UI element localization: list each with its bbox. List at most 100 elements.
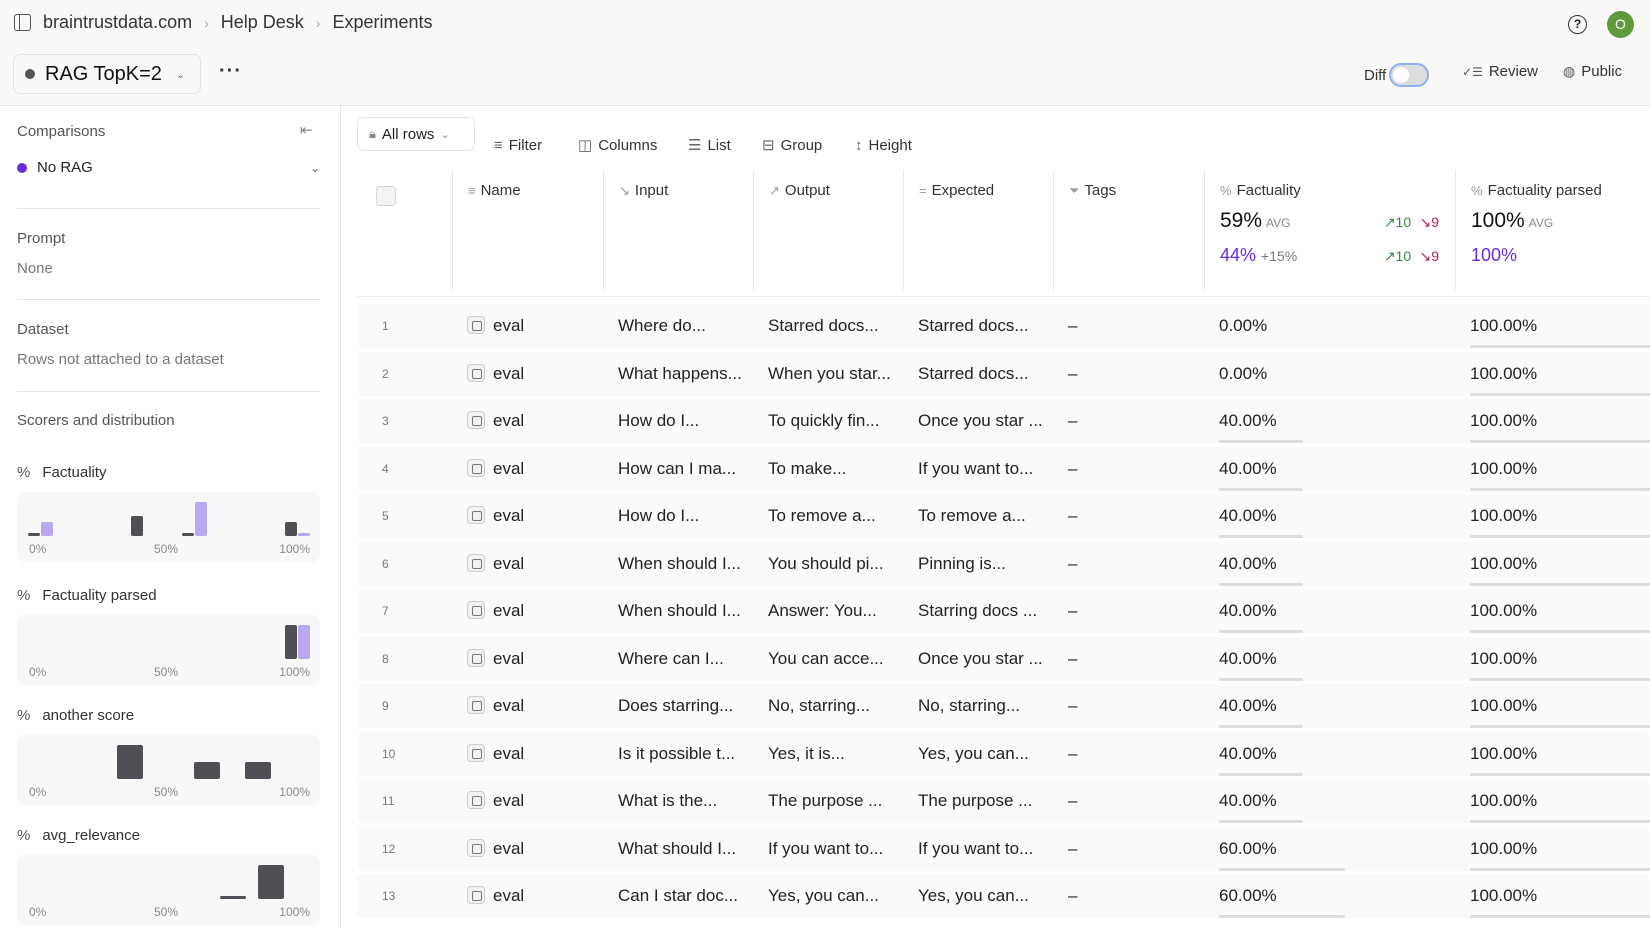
cell-output: To make... bbox=[768, 458, 847, 478]
histogram-bar-primary[interactable] bbox=[245, 762, 272, 779]
cell-expected: If you want to... bbox=[918, 838, 1034, 858]
score-histogram[interactable]: 0% 50% 100% bbox=[17, 492, 320, 562]
more-options-button[interactable]: ··· bbox=[219, 60, 242, 82]
collapse-sidebar-icon[interactable]: ⇤ bbox=[300, 122, 313, 139]
column-header-tags[interactable]: ⏷ Tags bbox=[1053, 170, 1204, 290]
breadcrumb-org[interactable]: braintrustdata.com bbox=[43, 12, 193, 32]
filter-button[interactable]: ≡ Filter bbox=[494, 133, 542, 157]
score-histogram[interactable]: 0% 50% 100% bbox=[17, 855, 320, 925]
row-checkbox[interactable] bbox=[467, 458, 485, 477]
cell-input: What is the... bbox=[618, 791, 718, 810]
comparison-selector[interactable]: No RAG ⌄ bbox=[17, 159, 320, 176]
cell-tags: – bbox=[1068, 411, 1078, 430]
column-header-input[interactable]: ↘ Input bbox=[603, 170, 753, 290]
cell-output: You should pi... bbox=[768, 553, 884, 573]
sidebar-toggle-icon[interactable] bbox=[14, 14, 31, 31]
table-row[interactable]: 1 eval Where do... Starred docs... Starred d… bbox=[357, 304, 1650, 348]
histogram-bar-comparison[interactable] bbox=[298, 533, 310, 536]
divider bbox=[17, 299, 320, 300]
all-rows-dropdown[interactable]: 🔒︎ All rows ⌄ bbox=[357, 117, 475, 151]
row-checkbox[interactable] bbox=[467, 743, 485, 762]
experiment-color-dot bbox=[25, 69, 35, 79]
row-checkbox[interactable] bbox=[467, 601, 485, 619]
table-row[interactable]: 6 eval When should I... You should pi... Pin… bbox=[357, 541, 1650, 586]
cell-tags: – bbox=[1068, 648, 1078, 668]
percent-icon: % bbox=[17, 707, 31, 724]
cell-expected: To remove a... bbox=[918, 506, 1026, 525]
row-checkbox[interactable] bbox=[467, 553, 485, 572]
score-histogram[interactable]: 0% 50% 100% bbox=[17, 615, 320, 685]
columns-label: Columns bbox=[598, 136, 658, 154]
row-checkbox[interactable] bbox=[467, 411, 485, 429]
breadcrumb-experiments[interactable]: Experiments bbox=[332, 12, 433, 32]
height-button[interactable]: ↕ Height bbox=[855, 133, 912, 157]
list-button[interactable]: ☰ List bbox=[688, 133, 731, 157]
histogram-bar-primary[interactable] bbox=[28, 533, 40, 536]
histogram-bar-comparison[interactable] bbox=[41, 522, 53, 536]
factuality-score-bar bbox=[1219, 867, 1345, 871]
help-icon[interactable]: ? bbox=[1568, 15, 1587, 34]
table-row[interactable]: 4 eval How can I ma... To make... If you wan… bbox=[357, 446, 1650, 491]
row-number: 13 bbox=[382, 889, 396, 903]
breadcrumb-project[interactable]: Help Desk bbox=[220, 12, 304, 32]
cell-expected: No, starring... bbox=[918, 696, 1021, 715]
histogram-bar-primary[interactable] bbox=[130, 515, 143, 536]
histogram-bar-comparison[interactable] bbox=[195, 502, 208, 536]
row-checkbox[interactable] bbox=[467, 886, 485, 904]
table-row[interactable]: 13 eval Can I star doc... Yes, you can... Ye… bbox=[357, 874, 1650, 918]
cell-tags: – bbox=[1068, 838, 1078, 858]
column-header-factuality-parsed[interactable]: % Factuality parsed 100% AVG 100% bbox=[1455, 170, 1650, 290]
columns-button[interactable]: ◫ Columns bbox=[578, 133, 657, 157]
table-row[interactable]: 11 eval What is the... The purpose ... The p… bbox=[357, 779, 1650, 823]
table-row[interactable]: 5 eval How do I... To remove a... To remove … bbox=[357, 494, 1650, 538]
avatar[interactable]: O bbox=[1607, 11, 1634, 38]
histogram-bar-primary[interactable] bbox=[116, 745, 143, 779]
scorer-title[interactable]: % another score bbox=[17, 707, 134, 724]
column-header-output[interactable]: ↗ Output bbox=[753, 170, 903, 290]
histogram-bar-primary[interactable] bbox=[194, 762, 221, 779]
experiment-selector[interactable]: RAG TopK=2 ⌄ bbox=[13, 54, 201, 94]
scorer-title[interactable]: % Factuality parsed bbox=[17, 587, 157, 604]
delta: +15% bbox=[1261, 248, 1298, 264]
cell-name: eval bbox=[493, 648, 525, 668]
histogram-bar-primary[interactable] bbox=[285, 625, 297, 659]
scorer-title[interactable]: % avg_relevance bbox=[17, 827, 140, 844]
cell-input: Can I star doc... bbox=[618, 886, 738, 905]
column-header-expected[interactable]: = Expected bbox=[903, 170, 1053, 290]
row-checkbox[interactable] bbox=[467, 696, 485, 714]
row-checkbox[interactable] bbox=[467, 648, 485, 667]
improvements-count[interactable]: ↗10 bbox=[1383, 248, 1412, 264]
column-header-name[interactable]: ≡ Name bbox=[452, 170, 603, 290]
scorer-title[interactable]: % Factuality bbox=[17, 464, 107, 481]
regressions-count[interactable]: ↘9 bbox=[1419, 214, 1439, 230]
row-checkbox[interactable] bbox=[467, 316, 485, 334]
select-all-checkbox[interactable] bbox=[376, 186, 396, 206]
table-row[interactable]: 12 eval What should I... If you want to... I… bbox=[357, 826, 1650, 871]
histogram-bar-primary[interactable] bbox=[258, 865, 285, 899]
score-histogram[interactable]: 0% 50% 100% bbox=[17, 735, 320, 805]
histogram-bar-primary[interactable] bbox=[285, 522, 297, 536]
row-checkbox[interactable] bbox=[467, 791, 485, 809]
cell-output: Starred docs... bbox=[768, 316, 879, 335]
improvements-count[interactable]: ↗10 bbox=[1383, 214, 1412, 230]
histogram-bar-comparison[interactable] bbox=[298, 625, 310, 659]
review-button[interactable]: ✓☰ Review bbox=[1462, 63, 1538, 80]
row-checkbox[interactable] bbox=[467, 506, 485, 524]
histogram-bar-primary[interactable] bbox=[219, 896, 246, 899]
table-row[interactable]: 9 eval Does starring... No, starring... No, … bbox=[357, 684, 1650, 728]
cell-name: eval bbox=[493, 696, 525, 715]
diff-toggle[interactable] bbox=[1389, 63, 1430, 87]
regressions-count[interactable]: ↘9 bbox=[1419, 248, 1439, 264]
column-header-factuality[interactable]: % Factuality 59% AVG ↗10 ↘9 44% +15% ↗10 … bbox=[1204, 170, 1455, 290]
table-row[interactable]: 2 eval What happens... When you star... Star… bbox=[357, 351, 1650, 396]
table-row[interactable]: 8 eval Where can I... You can acce... Once y… bbox=[357, 636, 1650, 681]
row-checkbox[interactable] bbox=[467, 838, 485, 857]
table-row[interactable]: 3 eval How do I... To quickly fin... Once yo… bbox=[357, 399, 1650, 443]
row-checkbox[interactable] bbox=[467, 363, 485, 382]
table-row[interactable]: 7 eval When should I... Answer: You... Starr… bbox=[357, 589, 1650, 633]
public-button[interactable]: ◍ Public bbox=[1563, 63, 1622, 80]
histogram-bar-primary[interactable] bbox=[182, 533, 195, 536]
chevron-right-icon: › bbox=[315, 14, 321, 31]
table-row[interactable]: 10 eval Is it possible t... Yes, it is... Ye… bbox=[357, 731, 1650, 776]
group-button[interactable]: ⊟ Group bbox=[762, 133, 822, 157]
